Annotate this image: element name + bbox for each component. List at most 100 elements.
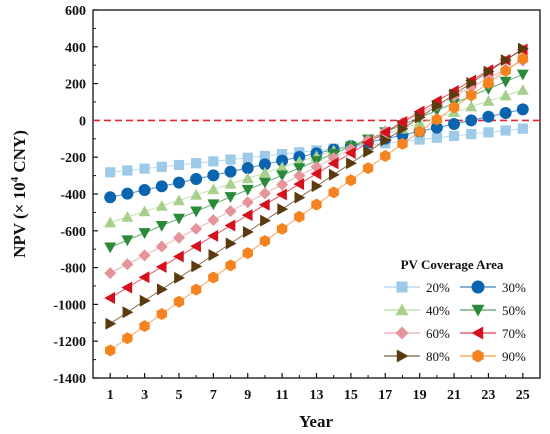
data-point (346, 157, 357, 170)
data-point (104, 191, 117, 204)
legend-item: 30% (460, 280, 526, 295)
data-point (517, 123, 528, 134)
data-point (174, 271, 185, 284)
legend-marker (396, 281, 408, 293)
data-point (397, 122, 409, 135)
data-point (499, 107, 512, 120)
data-point (173, 295, 185, 308)
y-tick-label: 600 (65, 4, 86, 19)
data-point (362, 162, 374, 175)
data-point (172, 250, 184, 263)
legend-label: 60% (426, 326, 450, 341)
data-point (207, 199, 220, 211)
data-point (172, 176, 185, 189)
data-point (138, 205, 151, 217)
y-tick-label: 0 (79, 114, 86, 129)
data-point (259, 150, 271, 162)
y-tick-label: -1200 (53, 335, 86, 350)
data-point (104, 267, 117, 280)
data-point (466, 77, 478, 90)
data-point (466, 89, 477, 102)
x-tick-label: 21 (447, 388, 461, 403)
data-point (293, 178, 305, 191)
data-point (483, 77, 494, 90)
data-point (430, 121, 443, 134)
data-point (138, 228, 151, 239)
y-axis-title-unit: CNY) (10, 130, 29, 177)
legend-label: 90% (502, 349, 526, 364)
data-point (448, 130, 460, 142)
data-point (173, 159, 185, 171)
x-tick-label: 5 (175, 388, 182, 403)
y-tick-label: -800 (60, 262, 86, 277)
data-point (190, 206, 203, 218)
series-layer (104, 42, 529, 357)
data-point (277, 203, 289, 216)
data-point (242, 152, 253, 163)
y-tick-label: -200 (60, 151, 86, 166)
data-point (260, 214, 271, 227)
data-point (449, 88, 461, 101)
data-point (276, 178, 289, 191)
data-point (516, 103, 529, 116)
x-axis-title: Year (299, 412, 333, 431)
data-point (207, 213, 220, 226)
x-tick-label: 1 (107, 388, 114, 403)
y-tick-label: -1000 (53, 298, 86, 313)
data-point (293, 169, 306, 182)
series-90pct (104, 52, 529, 357)
legend-item: 50% (460, 303, 526, 318)
data-point (276, 170, 289, 182)
legend-marker (471, 326, 484, 340)
data-point (345, 174, 357, 187)
legend-marker (396, 349, 409, 363)
data-point (224, 205, 237, 218)
data-point (414, 111, 426, 124)
data-point (465, 100, 478, 112)
data-point (482, 110, 495, 123)
data-point (241, 209, 253, 222)
legend-item: 40% (384, 303, 450, 318)
x-tick-label: 9 (244, 388, 251, 403)
x-tick-label: 19 (413, 388, 427, 403)
data-point (242, 226, 254, 239)
data-point (191, 260, 203, 273)
data-point (225, 237, 237, 250)
legend-marker (472, 349, 484, 363)
data-point (190, 283, 202, 296)
data-point (328, 168, 340, 181)
data-point (225, 259, 236, 272)
x-tick-label: 15 (344, 388, 358, 403)
data-point (500, 64, 511, 77)
legend-item: 20% (384, 280, 450, 295)
data-point (207, 183, 220, 195)
data-point (155, 260, 167, 273)
data-point (500, 125, 511, 136)
data-point (156, 161, 167, 172)
data-point (121, 211, 134, 222)
data-point (121, 281, 133, 294)
data-point (413, 105, 425, 118)
data-point (276, 188, 287, 201)
data-point (190, 172, 203, 185)
x-tick-label: 13 (310, 388, 324, 403)
data-point (155, 180, 168, 193)
data-point (258, 187, 271, 200)
data-point (241, 196, 254, 209)
data-point (172, 194, 185, 206)
data-point (208, 248, 220, 261)
data-point (190, 240, 201, 253)
series-80pct (105, 42, 529, 330)
data-point (121, 235, 134, 247)
y-tick-label: -400 (60, 188, 86, 203)
legend-label: 50% (502, 303, 526, 318)
data-point (224, 192, 237, 203)
data-point (294, 210, 305, 223)
data-point (517, 52, 529, 65)
data-point (276, 222, 288, 235)
data-point (121, 258, 134, 271)
data-point (138, 249, 151, 262)
data-point (483, 65, 495, 78)
data-point (241, 172, 254, 184)
